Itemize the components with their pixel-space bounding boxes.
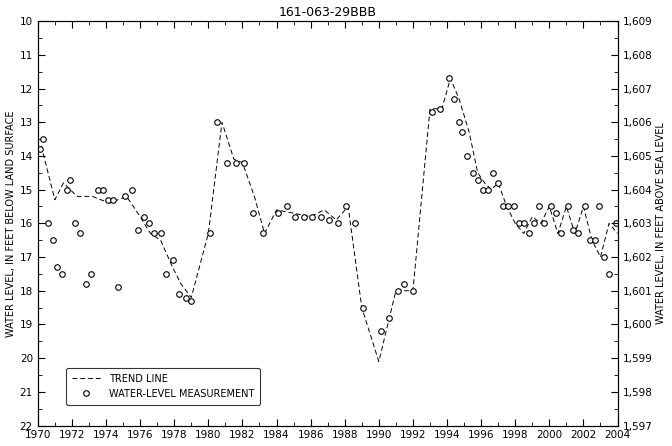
WATER-LEVEL MEASUREMENT	[427, 109, 435, 115]
Line: WATER-LEVEL MEASUREMENT: WATER-LEVEL MEASUREMENT	[37, 76, 624, 334]
WATER-LEVEL MEASUREMENT	[525, 231, 533, 236]
Line: TREND LINE: TREND LINE	[41, 78, 618, 362]
TREND LINE	[261, 231, 269, 236]
Y-axis label: WATER LEVEL, IN FEET BELOW LAND SURFACE: WATER LEVEL, IN FEET BELOW LAND SURFACE	[5, 110, 15, 337]
TREND LINE	[446, 76, 454, 81]
WATER-LEVEL MEASUREMENT	[169, 258, 177, 263]
TREND LINE	[375, 359, 383, 364]
WATER-LEVEL MEASUREMENT	[445, 76, 453, 81]
Title: 161-063-29BBB: 161-063-29BBB	[279, 5, 377, 19]
WATER-LEVEL MEASUREMENT	[36, 147, 44, 152]
WATER-LEVEL MEASUREMENT	[334, 221, 342, 226]
Y-axis label: WATER LEVEL, IN FEET ABOVE SEA LEVEL: WATER LEVEL, IN FEET ABOVE SEA LEVEL	[657, 122, 667, 324]
TREND LINE	[37, 143, 45, 149]
Legend: TREND LINE, WATER-LEVEL MEASUREMENT: TREND LINE, WATER-LEVEL MEASUREMENT	[66, 368, 260, 405]
TREND LINE	[344, 204, 352, 209]
TREND LINE	[614, 231, 622, 236]
TREND LINE	[465, 130, 473, 135]
WATER-LEVEL MEASUREMENT	[376, 329, 384, 334]
TREND LINE	[88, 194, 96, 199]
TREND LINE	[409, 288, 417, 293]
WATER-LEVEL MEASUREMENT	[162, 271, 170, 277]
WATER-LEVEL MEASUREMENT	[44, 221, 52, 226]
TREND LINE	[480, 180, 489, 186]
WATER-LEVEL MEASUREMENT	[617, 231, 625, 236]
